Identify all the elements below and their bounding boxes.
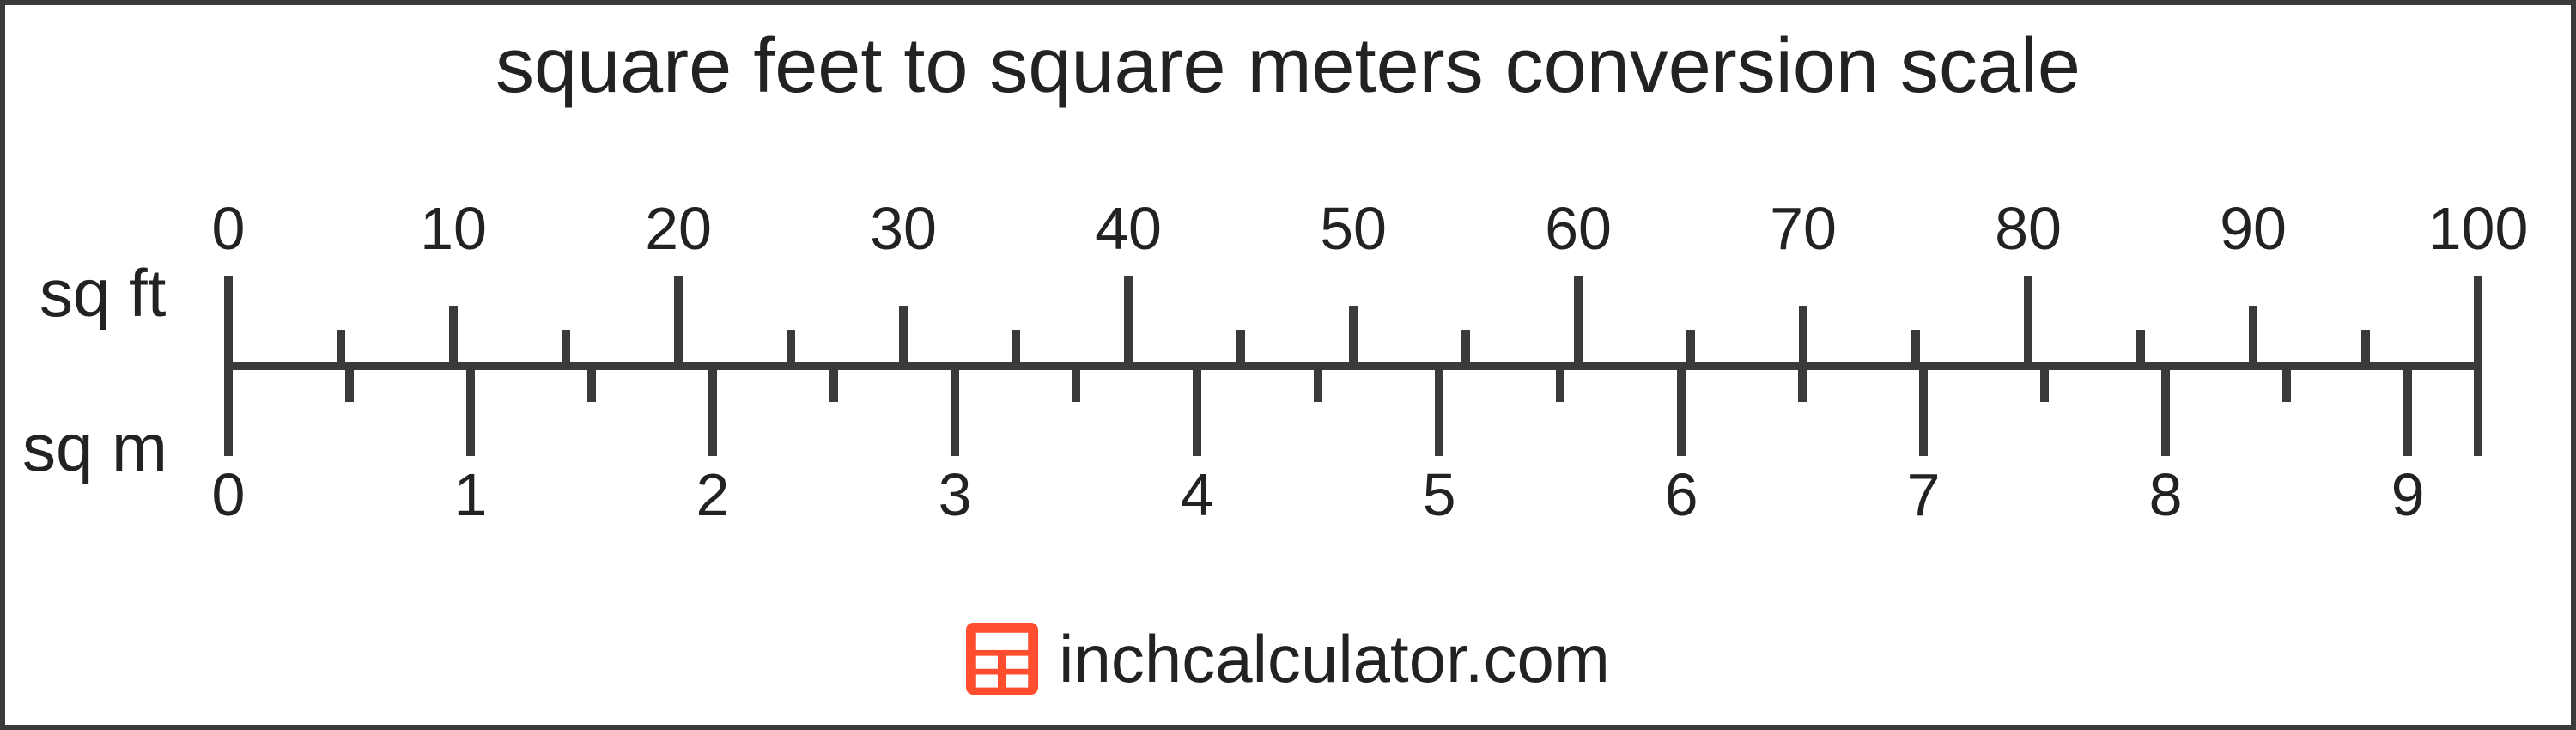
ruler-tick-label: 70 xyxy=(1770,194,1837,263)
ruler-tick-label: 60 xyxy=(1545,194,1612,263)
ruler-tick-label: 20 xyxy=(645,194,712,263)
ruler-tick xyxy=(1124,276,1133,366)
ruler-tick xyxy=(2282,366,2291,402)
ruler-tick-label: 10 xyxy=(420,194,487,263)
ruler-tick xyxy=(224,276,233,456)
footer-text: inchcalculator.com xyxy=(1059,620,1610,698)
calculator-icon xyxy=(966,623,1038,695)
unit-label-sqft: sq ft xyxy=(39,254,166,332)
ruler-tick xyxy=(2403,366,2412,456)
ruler-tick xyxy=(899,306,908,366)
ruler-tick xyxy=(1798,366,1807,402)
ruler-tick-label: 9 xyxy=(2391,460,2425,529)
ruler-tick-label: 3 xyxy=(939,460,972,529)
ruler-tick-label: 0 xyxy=(212,194,246,263)
ruler-tick xyxy=(787,330,795,366)
ruler-tick xyxy=(2024,276,2032,366)
ruler-tick-label: 100 xyxy=(2428,194,2529,263)
ruler-tick xyxy=(466,366,475,456)
unit-label-sqm: sq m xyxy=(22,409,167,487)
ruler-tick xyxy=(1556,366,1564,402)
scale-area: sq ft sq m 0 10 20 30 40 50 60 70 80 90 100 0 1 2 3 4 5 6… xyxy=(5,168,2571,555)
ruler-tick xyxy=(337,330,345,366)
conversion-scale-frame: square feet to square meters conversion … xyxy=(0,0,2576,730)
ruler-tick xyxy=(1236,330,1245,366)
ruler-tick-label: 5 xyxy=(1423,460,1456,529)
ruler-tick xyxy=(1574,276,1583,366)
ruler-tick xyxy=(2161,366,2170,456)
ruler-tick-label: 30 xyxy=(870,194,937,263)
ruler-tick-label: 50 xyxy=(1320,194,1387,263)
ruler-tick xyxy=(2361,330,2370,366)
ruler-tick xyxy=(1012,330,1020,366)
ruler-tick xyxy=(674,276,683,366)
ruler-tick xyxy=(1677,366,1686,456)
ruler-tick xyxy=(1349,306,1358,366)
ruler-tick-label: 1 xyxy=(454,460,488,529)
footer: inchcalculator.com xyxy=(5,620,2571,700)
ruler-tick xyxy=(1435,366,1443,456)
ruler-tick xyxy=(562,330,570,366)
ruler-tick-label: 90 xyxy=(2220,194,2287,263)
ruler-tick xyxy=(345,366,354,402)
ruler-tick-label: 8 xyxy=(2149,460,2183,529)
ruler-tick xyxy=(587,366,596,402)
ruler-tick xyxy=(1193,366,1201,456)
ruler-tick xyxy=(2040,366,2049,402)
ruler-tick-label: 80 xyxy=(1995,194,2062,263)
ruler-tick-label: 2 xyxy=(696,460,730,529)
ruler-tick xyxy=(2474,276,2482,456)
ruler-tick-label: 0 xyxy=(212,460,246,529)
ruler-tick-label: 40 xyxy=(1095,194,1162,263)
ruler-tick xyxy=(951,366,959,456)
ruler-tick xyxy=(1911,330,1920,366)
ruler-tick xyxy=(708,366,717,456)
ruler-tick-label: 7 xyxy=(1907,460,1941,529)
ruler-tick xyxy=(2249,306,2257,366)
title: square feet to square meters conversion … xyxy=(5,22,2571,111)
ruler-tick xyxy=(1072,366,1080,402)
ruler-tick xyxy=(2136,330,2145,366)
ruler-tick xyxy=(1686,330,1695,366)
ruler-tick xyxy=(1314,366,1322,402)
ruler-tick xyxy=(449,306,458,366)
ruler-tick xyxy=(1919,366,1928,456)
ruler-tick xyxy=(1799,306,1807,366)
ruler-tick xyxy=(1461,330,1470,366)
ruler-tick-label: 4 xyxy=(1181,460,1214,529)
ruler-tick-label: 6 xyxy=(1665,460,1698,529)
ruler-tick xyxy=(829,366,838,402)
